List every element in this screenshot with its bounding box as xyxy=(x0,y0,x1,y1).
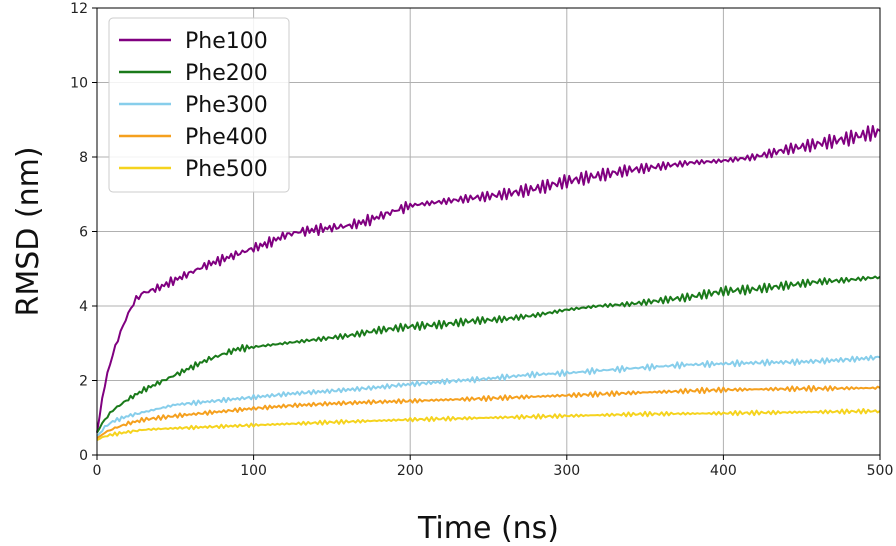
x-tick-label: 0 xyxy=(93,463,102,479)
x-tick-label: 200 xyxy=(397,463,424,479)
x-tick-label: 400 xyxy=(710,463,737,479)
x-axis-title: Time (ns) xyxy=(417,511,559,546)
legend-label: Phe300 xyxy=(185,93,268,118)
series-line-phe400 xyxy=(96,385,881,440)
y-tick-label: 2 xyxy=(79,374,88,390)
legend-label: Phe200 xyxy=(185,61,268,86)
legend-box xyxy=(108,17,290,193)
series-line-phe100 xyxy=(96,125,881,433)
legend: Phe100 Phe200 Phe300 Phe400 Phe500 xyxy=(108,17,290,193)
legend-label: Phe100 xyxy=(185,29,268,54)
legend-label: Phe400 xyxy=(185,125,268,150)
y-tick-label: 6 xyxy=(79,225,88,241)
axis-ticks: 0 100 200 300 400 500 0 2 4 6 8 10 12 xyxy=(70,1,893,479)
series-lines xyxy=(96,125,881,442)
y-tick-label: 8 xyxy=(79,150,88,166)
series-line-phe200 xyxy=(96,275,881,434)
y-tick-label: 0 xyxy=(79,448,88,464)
series-line-phe500 xyxy=(96,408,881,442)
y-tick-label: 4 xyxy=(79,299,88,315)
y-tick-label: 10 xyxy=(70,76,88,92)
x-tick-label: 300 xyxy=(553,463,580,479)
series-line-phe300 xyxy=(96,354,881,438)
x-tick-label: 100 xyxy=(240,463,267,479)
legend-label: Phe500 xyxy=(185,157,268,182)
y-tick-label: 12 xyxy=(70,1,88,17)
x-tick-label: 500 xyxy=(867,463,894,479)
y-axis-title: RMSD (nm) xyxy=(11,146,46,316)
